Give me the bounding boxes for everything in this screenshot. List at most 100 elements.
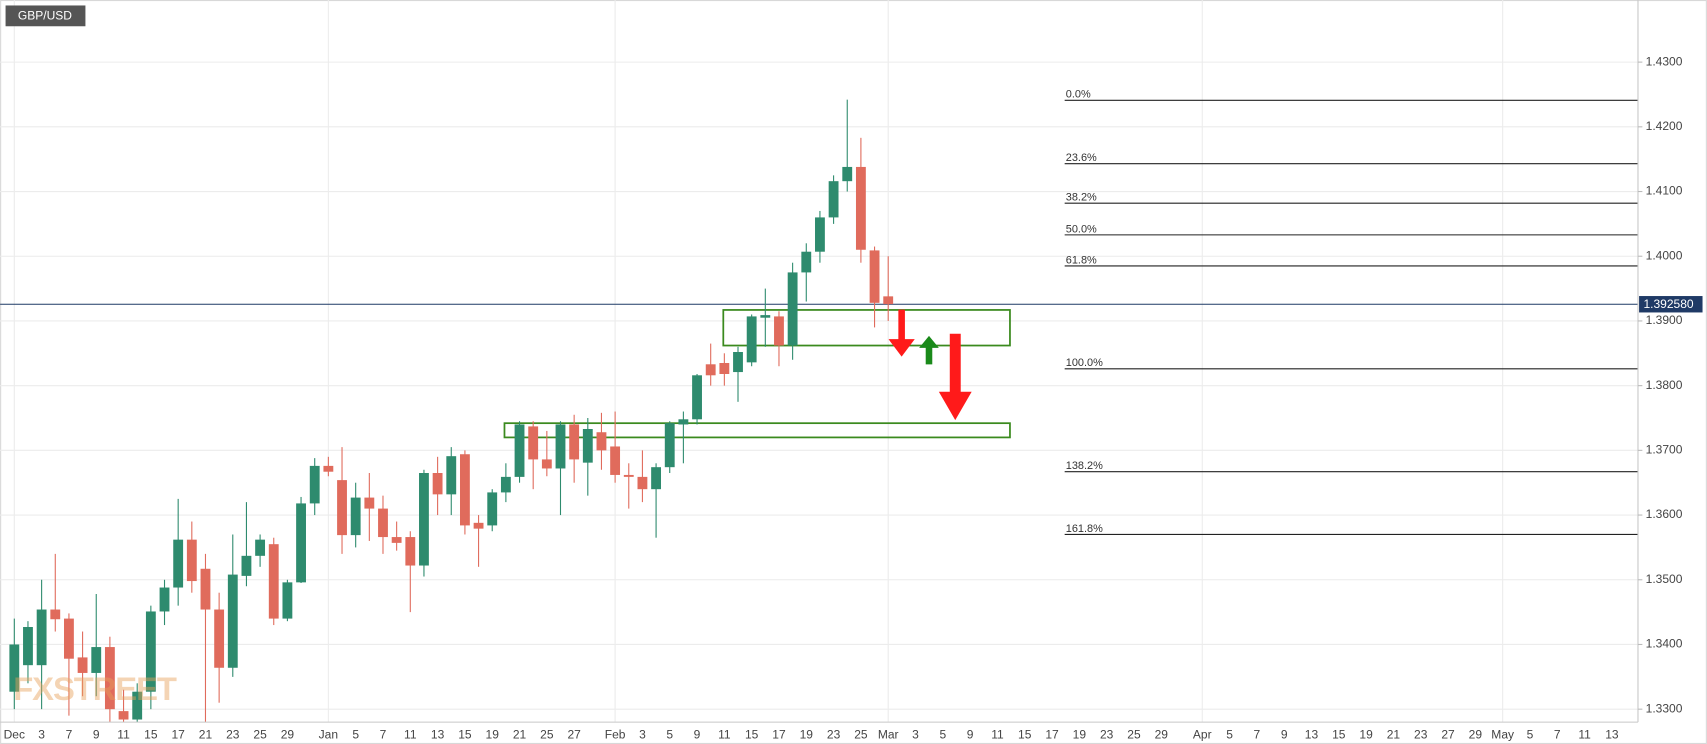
x-tick-label: 9 <box>1281 727 1288 741</box>
candle-body <box>514 424 525 477</box>
x-tick-label: 15 <box>144 727 158 741</box>
plot: 0.0% 23.6% 38.2% 50.0% 61.8% 100.0% 138.2% 161.… <box>0 89 1638 723</box>
x-tick-label: 9 <box>694 727 701 741</box>
x-tick-label: 23 <box>226 727 240 741</box>
x-tick-label: 19 <box>800 727 814 741</box>
candle-body <box>159 587 170 612</box>
x-tick-label: 15 <box>745 727 759 741</box>
candle-body <box>787 272 798 346</box>
zone <box>503 422 1011 439</box>
candle-body <box>637 476 648 490</box>
candle-body <box>459 454 470 526</box>
x-tick-label: Feb <box>605 727 626 741</box>
x-tick-label: 25 <box>253 727 267 741</box>
candle-body <box>528 426 539 460</box>
x-tick-label: 3 <box>912 727 919 741</box>
candle-body <box>337 480 347 536</box>
candle-body <box>705 364 716 376</box>
arrow-down <box>888 309 915 357</box>
candle-body <box>869 250 880 303</box>
candle-body <box>883 296 894 305</box>
candle-body <box>132 691 143 720</box>
candle-body <box>828 181 839 218</box>
x-tick-label: 13 <box>1305 727 1319 741</box>
candle-body <box>719 363 730 375</box>
last-price-box <box>1639 296 1703 313</box>
x-tick-label: Dec <box>4 727 25 741</box>
x-tick-label: 7 <box>1254 727 1261 741</box>
candle-body <box>801 251 812 273</box>
x-tick-label: 7 <box>380 727 387 741</box>
arrow-up <box>919 335 939 365</box>
x-tick-label: 3 <box>639 727 646 741</box>
y-tick-label: 1.3400 <box>1646 637 1683 651</box>
candle-body <box>855 166 866 250</box>
candle-body <box>692 375 702 420</box>
candle-body <box>774 316 784 346</box>
x-tick-label: 11 <box>991 727 1004 741</box>
x-tick-label: Mar <box>878 727 899 741</box>
symbol-title: GBP/USD <box>18 9 72 23</box>
fib-label: 100.0% <box>1066 357 1103 369</box>
x-tick-label: 3 <box>38 727 45 741</box>
candle-body <box>23 627 33 666</box>
x-tick-label: 11 <box>1578 727 1591 741</box>
candle-body <box>610 446 621 475</box>
last-price-label: 1.392580 <box>1643 297 1693 311</box>
arrow-down <box>938 333 972 421</box>
x-tick-label: 25 <box>854 727 868 741</box>
candle-body <box>678 419 689 425</box>
candle-body <box>268 544 279 619</box>
candle-body <box>36 609 47 666</box>
y-tick-label: 1.3900 <box>1646 313 1683 327</box>
x-tick-label: 7 <box>66 727 73 741</box>
x-tick-label: 25 <box>540 727 554 741</box>
candle-body <box>50 609 61 620</box>
x-tick-label: 11 <box>117 727 130 741</box>
arrows <box>888 309 972 421</box>
x-tick-label: Apr <box>1193 727 1212 741</box>
fib-label: 50.0% <box>1066 223 1097 235</box>
x-tick-label: 15 <box>458 727 472 741</box>
candle-body <box>569 424 580 460</box>
fib-label: 0.0% <box>1066 89 1091 101</box>
candle-body <box>487 492 498 526</box>
x-tick-label: 9 <box>967 727 974 741</box>
x-tick-label: 11 <box>404 727 417 741</box>
x-tick-label: 29 <box>1469 727 1483 741</box>
x-tick-label: 17 <box>1045 727 1059 741</box>
candle-body <box>200 568 211 610</box>
candle-body <box>323 465 334 472</box>
candle-body <box>282 582 293 619</box>
candle-body <box>173 539 184 588</box>
candle-body <box>842 166 853 182</box>
x-tick-label: 21 <box>199 727 213 741</box>
y-tick-label: 1.3600 <box>1646 507 1683 521</box>
candle-body <box>64 618 74 659</box>
x-tick-label: 29 <box>1155 727 1169 741</box>
candle-body <box>350 497 361 536</box>
candle-body <box>500 476 511 493</box>
fib-label: 138.2% <box>1066 460 1103 472</box>
symbol-box <box>5 5 86 27</box>
x-tick-label: 21 <box>1387 727 1401 741</box>
fib-label: 23.6% <box>1066 152 1097 164</box>
candle-body <box>309 465 320 504</box>
candle-body <box>473 522 484 529</box>
candle-body <box>733 352 743 373</box>
candle-body <box>623 474 634 477</box>
candle-body <box>77 657 88 673</box>
candle-body <box>432 473 443 495</box>
x-tick-label: 29 <box>281 727 295 741</box>
x-tick-label: 11 <box>718 727 731 741</box>
candle-body <box>91 647 102 673</box>
x-tick-label: 17 <box>171 727 185 741</box>
x-tick-label: 27 <box>567 727 581 741</box>
candle-body <box>104 647 115 710</box>
zone <box>722 309 1011 347</box>
fib-label: 61.8% <box>1066 254 1097 266</box>
x-tick-label: 5 <box>666 727 673 741</box>
